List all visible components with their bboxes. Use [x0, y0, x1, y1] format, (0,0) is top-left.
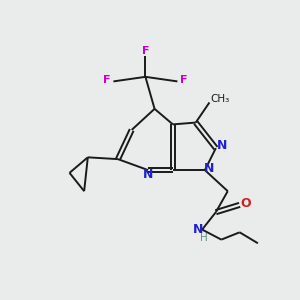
Text: F: F: [103, 75, 111, 85]
Text: H: H: [200, 233, 208, 243]
Text: N: N: [142, 168, 153, 181]
Text: N: N: [193, 223, 203, 236]
Text: F: F: [180, 75, 188, 85]
Text: O: O: [241, 197, 251, 210]
Text: F: F: [142, 46, 149, 56]
Text: CH₃: CH₃: [210, 94, 230, 104]
Text: N: N: [204, 162, 214, 175]
Text: N: N: [217, 139, 228, 152]
